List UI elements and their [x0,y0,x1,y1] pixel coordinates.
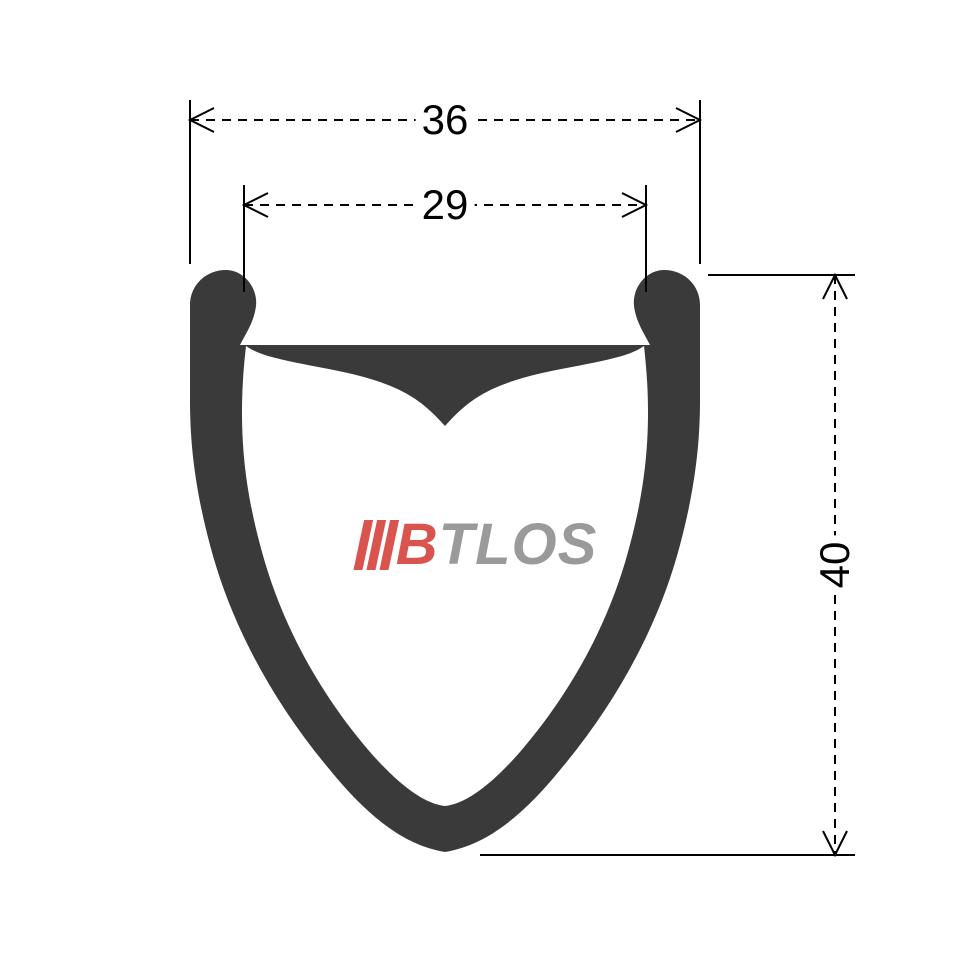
brand-first-letter: B [396,516,439,574]
brand-rest: TLOS [439,516,598,574]
brand-watermark: B TLOS [359,516,598,574]
diagram-svg [0,0,980,980]
brand-bars-icon [353,520,399,570]
label-outer-width: 36 [416,96,475,144]
label-inner-width: 29 [416,181,475,229]
label-depth: 40 [811,536,859,595]
diagram-canvas: 36 29 40 B TLOS [0,0,980,980]
